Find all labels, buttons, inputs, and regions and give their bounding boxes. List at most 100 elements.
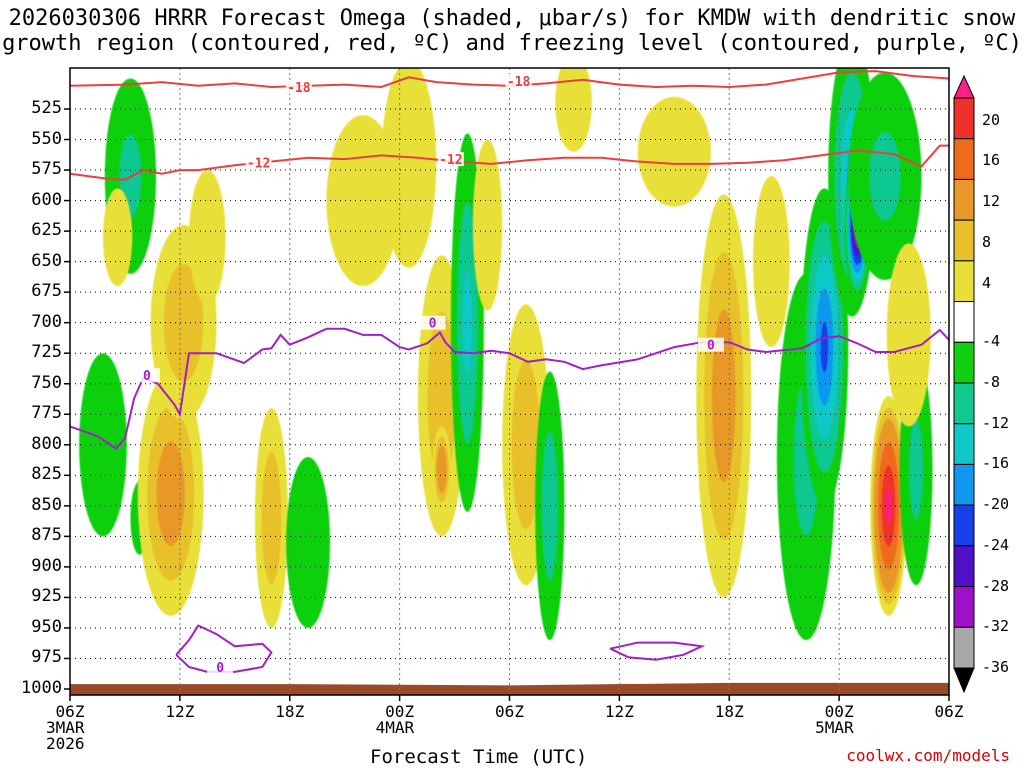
y-tick-label-725: 725 xyxy=(31,342,62,363)
credit-link[interactable]: coolwx.com/models xyxy=(846,746,1010,765)
y-tick-label-700: 700 xyxy=(31,311,62,332)
omega-contour-28-4 xyxy=(886,243,931,427)
omega-shading xyxy=(79,68,933,641)
y-tick-label-650: 650 xyxy=(31,250,62,271)
omega-contour-1--4 xyxy=(79,353,127,537)
contour-label-bg-1-1 xyxy=(437,152,464,167)
colorbar-label-10: -24 xyxy=(982,535,1010,554)
colorbar-label-1: 16 xyxy=(982,151,1001,170)
contour-label-bg-2-1 xyxy=(419,315,446,330)
contour-label-1-1: -12 xyxy=(439,153,462,168)
x-date-label-18-0: 4MAR xyxy=(375,718,415,737)
y-tick-label-950: 950 xyxy=(31,616,62,637)
omega-contour-9-4 xyxy=(326,115,400,287)
contour-line-3 xyxy=(175,624,273,673)
y-tick-label-800: 800 xyxy=(31,433,62,454)
omega-contour-16--8 xyxy=(541,431,558,581)
omega-contour-8--4 xyxy=(286,457,331,628)
omega-contour-19-8 xyxy=(711,309,736,483)
y-tick-label-625: 625 xyxy=(31,220,62,241)
omega-contour-6-4 xyxy=(189,170,226,305)
omega-feature-16 xyxy=(535,371,565,641)
colorbar-label-8: -16 xyxy=(982,454,1010,473)
omega-contour-7-6 xyxy=(261,452,282,584)
contour-label-1-0: -12 xyxy=(247,157,270,172)
omega-contour-4-8 xyxy=(156,441,185,546)
omega-contour-18-4 xyxy=(637,96,711,207)
contour-line-4 xyxy=(609,641,706,661)
colorbar-segment-8 xyxy=(953,382,975,425)
omega-feature-14 xyxy=(472,139,503,311)
contour-line-1 xyxy=(70,144,949,181)
x-tick-label-18: 00Z xyxy=(385,702,415,721)
contour-label-2-1: 0 xyxy=(429,317,437,332)
omega-feature-26 xyxy=(870,395,907,616)
y-tick-label-675: 675 xyxy=(31,281,62,302)
colorbar-segment-9 xyxy=(953,423,975,465)
contour-label-bg-0-0 xyxy=(285,80,312,95)
y-tick-label-550: 550 xyxy=(31,128,62,149)
colorbar-label-4: 4 xyxy=(982,273,992,292)
colorbar-segment-2 xyxy=(953,138,975,180)
omega-contour-11-6 xyxy=(427,311,457,481)
omega-feature-8 xyxy=(286,457,331,628)
omega-contour-25--8 xyxy=(869,131,901,221)
contour-label-bg-1-0 xyxy=(245,155,272,170)
temperature-contours: -18 -18 -12 -12 0 0 0 0 xyxy=(70,70,949,676)
title-line-2: growth region (contoured, red, ºC) and f… xyxy=(2,31,1022,56)
contour-label-2-0: 0 xyxy=(143,369,151,384)
omega-feature-12 xyxy=(432,426,451,512)
y-tick-label-850: 850 xyxy=(31,494,62,515)
contour-line-2 xyxy=(70,327,949,450)
colorbar-segment-7 xyxy=(953,341,975,384)
y-tick-label-875: 875 xyxy=(31,525,62,546)
colorbar-segment-3 xyxy=(953,178,975,221)
title-line-1: 2026030306 HRRR Forecast Omega (shaded, … xyxy=(8,6,1016,31)
y-tick-label-775: 775 xyxy=(31,403,62,424)
colorbar-segment-14 xyxy=(953,626,975,669)
omega-feature-20 xyxy=(753,176,790,348)
omega-feature-17 xyxy=(555,68,592,152)
contour-label-bg-2-2 xyxy=(697,337,724,352)
x-tick-label-24: 06Z xyxy=(495,702,524,721)
omega-contour-2-4 xyxy=(102,188,133,287)
x-tick-label-0: 06Z xyxy=(55,702,85,721)
omega-feature-2 xyxy=(102,188,133,287)
contour-label-0-0: -18 xyxy=(287,81,311,96)
omega-feature-18 xyxy=(637,96,711,207)
x-tick-label-48: 06Z xyxy=(934,702,964,721)
x-tick-label-36: 18Z xyxy=(714,702,744,721)
y-tick-label-900: 900 xyxy=(31,555,62,576)
y-tick-label-975: 975 xyxy=(31,647,62,668)
omega-contour-13--12 xyxy=(462,271,472,375)
omega-feature-1 xyxy=(79,353,127,537)
y-tick-label-750: 750 xyxy=(31,372,62,393)
colorbar-label-12: -32 xyxy=(982,617,1010,636)
chart-title: 2026030306 HRRR Forecast Omega (shaded, … xyxy=(0,6,1024,56)
contour-label-bg-2-0 xyxy=(133,368,160,383)
omega-contour-22--20 xyxy=(820,322,829,373)
colorbar-segment-12 xyxy=(953,545,975,588)
colorbar-segment-11 xyxy=(953,504,975,547)
omega-feature-10 xyxy=(381,68,437,268)
y-tick-label-525: 525 xyxy=(31,98,62,118)
omega-contour-10-4 xyxy=(381,68,437,268)
colorbar-bottom-arrow xyxy=(953,667,975,694)
omega-contour-12-8 xyxy=(436,445,447,493)
colorbar-segment-10 xyxy=(953,463,975,506)
omega-contour-5-6 xyxy=(163,264,204,382)
x-axis-title: Forecast Time (UTC) xyxy=(370,746,588,768)
y-tick-label-925: 925 xyxy=(31,586,62,607)
omega-feature-6 xyxy=(189,170,226,305)
y-tick-label-600: 600 xyxy=(31,189,62,210)
x-tick-label-42: 00Z xyxy=(824,702,854,721)
contour-label-bg-0-1 xyxy=(505,73,532,88)
omega-contour-26-20 xyxy=(885,488,892,524)
colorbar-label-2: 12 xyxy=(982,192,1001,211)
colorbar-segment-5 xyxy=(953,260,975,303)
colorbar-label-11: -28 xyxy=(982,576,1010,595)
y-tick-label-1000: 1000 xyxy=(21,678,62,698)
colorbar-label-7: -12 xyxy=(982,413,1010,432)
colorbar-label-13: -36 xyxy=(982,658,1010,676)
